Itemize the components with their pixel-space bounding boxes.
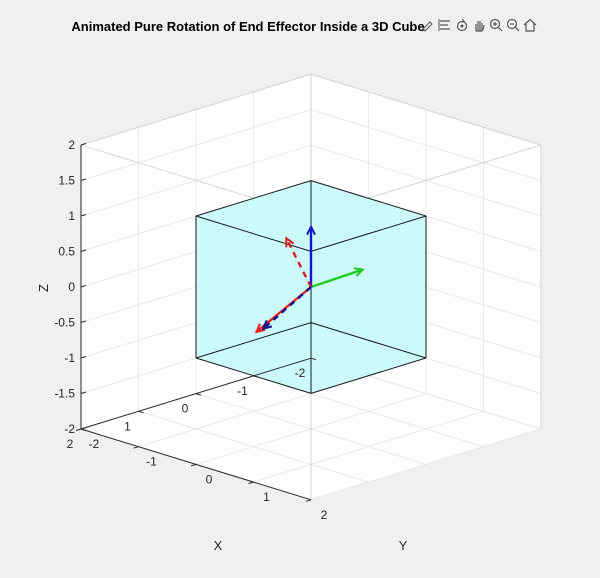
brush-icon[interactable]	[420, 15, 436, 35]
z-tick-label: 0	[68, 280, 75, 294]
previous-x-shaft	[285, 237, 313, 288]
z-tick-mark	[80, 285, 87, 288]
y-axis-label: Y	[399, 538, 408, 553]
z-tick-label: 1	[68, 209, 75, 223]
cube-edge	[310, 215, 427, 252]
data-tips-icon[interactable]	[437, 15, 453, 35]
box-edge	[80, 73, 312, 146]
previous-z-head	[261, 320, 273, 331]
y-tick-mark	[248, 481, 254, 485]
grid-line	[80, 109, 312, 181]
previous-x-arrow	[285, 236, 313, 288]
y-tick-mark	[305, 499, 312, 502]
cube-edge	[310, 357, 427, 394]
z-tick-mark	[80, 178, 87, 181]
x-tick-label: 2	[67, 437, 74, 451]
pan-icon[interactable]	[471, 15, 487, 35]
current-z-arrow	[306, 224, 316, 287]
grid-line	[310, 428, 542, 501]
current-y-arrow	[310, 267, 365, 289]
x-tick-mark	[310, 357, 317, 361]
y-tick-mark	[75, 428, 82, 431]
cube-edge	[195, 180, 312, 217]
previous-x-head	[285, 236, 295, 248]
cube-edge	[310, 180, 427, 217]
z-tick-mark	[80, 356, 87, 359]
z-tick-label: -1.5	[54, 387, 75, 401]
z-tick-mark	[80, 320, 87, 323]
z-tick-label: -2	[64, 422, 75, 436]
x-tick-label: 1	[124, 419, 131, 433]
y-tick-mark	[190, 463, 197, 467]
y-tick-label: 1	[263, 490, 270, 504]
y-tick-label: -1	[146, 455, 157, 469]
chart-title: Animated Pure Rotation of End Effector I…	[71, 19, 424, 34]
current-y-shaft	[310, 268, 364, 289]
home-icon[interactable]	[522, 15, 538, 35]
x-tick-mark	[253, 375, 259, 378]
zoom-out-icon[interactable]	[505, 15, 521, 35]
current-x-head	[254, 323, 266, 334]
rotate-3d-icon[interactable]	[454, 15, 470, 35]
x-tick-mark	[138, 410, 144, 414]
x-tick-label: 0	[182, 402, 189, 416]
z-tick-mark	[80, 249, 87, 252]
y-tick-label: 0	[206, 472, 213, 486]
cube-edge	[310, 322, 427, 359]
current-y-head	[353, 267, 365, 277]
grid-line	[310, 109, 542, 181]
z-tick-mark	[80, 214, 87, 217]
cube-edge	[195, 215, 312, 252]
previous-z-arrow	[261, 286, 312, 331]
box-edge	[310, 73, 542, 146]
y-tick-label: -2	[89, 437, 100, 451]
x-tick-label: -1	[237, 384, 248, 398]
x-tick-label: -2	[295, 366, 306, 380]
axes-toolbar	[420, 14, 538, 36]
x-axis-label: X	[214, 538, 223, 553]
end-effector-frames	[254, 224, 365, 334]
z-tick-mark	[80, 427, 87, 430]
x-tick-mark	[195, 393, 202, 396]
current-z-head	[306, 224, 316, 236]
z-axis-label: Z	[36, 284, 51, 292]
z-tick-label: 1.5	[58, 174, 75, 188]
y-tick-mark	[133, 446, 139, 449]
z-tick-label: 2	[68, 138, 75, 152]
z-tick-mark	[80, 391, 87, 394]
y-tick-label: 2	[321, 508, 328, 522]
grid-line	[253, 410, 484, 483]
z-tick-label: -0.5	[54, 316, 75, 330]
z-tick-label: 0.5	[58, 245, 75, 259]
z-tick-mark	[80, 143, 87, 146]
cube-edge	[195, 322, 312, 359]
z-tick-label: -1	[64, 351, 75, 365]
zoom-in-icon[interactable]	[488, 15, 504, 35]
